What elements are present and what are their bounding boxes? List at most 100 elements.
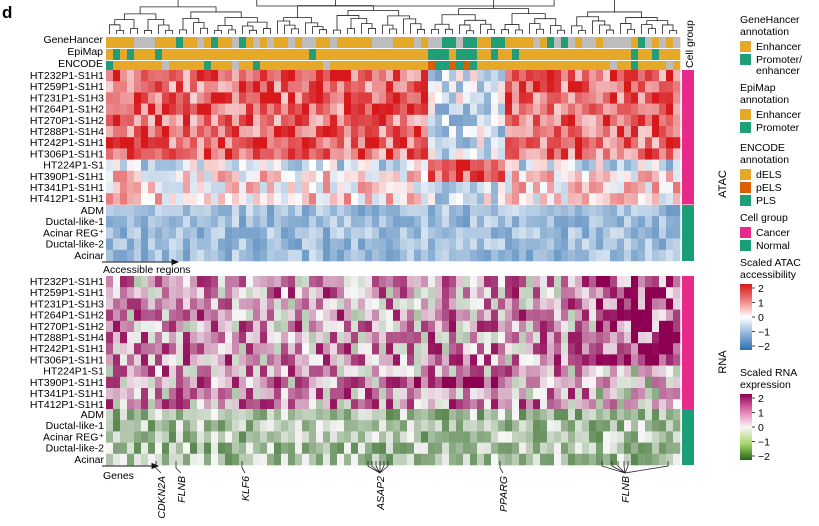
- rna-cell: [106, 287, 114, 299]
- atac-cell: [358, 227, 366, 239]
- atac-cell: [449, 193, 457, 205]
- rna-cell: [323, 420, 331, 432]
- legend-swatch: [740, 240, 751, 251]
- row-label: HT231P1-S1H3: [30, 92, 104, 104]
- rna-cell: [407, 309, 415, 322]
- atac-cell: [659, 238, 667, 251]
- atac-cell: [652, 249, 660, 262]
- atac-cell: [393, 249, 401, 262]
- rna-cell: [267, 420, 275, 432]
- atac-cell: [204, 205, 212, 217]
- rna-cell: [554, 354, 562, 366]
- rna-cell: [428, 409, 436, 421]
- atac-cell: [148, 205, 156, 217]
- rna-cell: [113, 420, 121, 432]
- atac-cell: [659, 114, 667, 127]
- rna-cell: [351, 298, 359, 310]
- rna-cell: [372, 420, 380, 432]
- rna-cell: [421, 332, 429, 344]
- atac-cell: [477, 216, 485, 228]
- rna-cell: [295, 365, 303, 378]
- rna-cell: [204, 354, 212, 366]
- atac-cell: [267, 159, 275, 172]
- rna-cell: [120, 354, 128, 366]
- rna-cell: [400, 309, 408, 322]
- rna-cell: [141, 343, 149, 355]
- annotation-cell: [596, 37, 604, 48]
- rna-cell: [519, 309, 527, 322]
- rna-cell: [638, 388, 646, 400]
- rna-cell: [652, 442, 660, 455]
- atac-cell: [155, 148, 163, 160]
- annotation-cell: [281, 61, 289, 72]
- annotation-cell: [267, 37, 275, 48]
- rna-cell: [463, 365, 471, 378]
- atac-cell: [239, 227, 247, 239]
- rna-cell: [512, 442, 520, 455]
- atac-cell: [386, 238, 394, 251]
- atac-cell: [176, 182, 184, 194]
- atac-cell: [379, 216, 387, 228]
- atac-cell: [281, 92, 289, 104]
- atac-cell: [274, 103, 282, 116]
- atac-cell: [358, 216, 366, 228]
- rna-cell: [379, 409, 387, 421]
- atac-cell: [463, 216, 471, 228]
- rna-cell: [372, 343, 380, 355]
- atac-cell: [624, 170, 632, 183]
- annotation-cell: [267, 61, 275, 72]
- rna-cell: [428, 376, 436, 389]
- rna-cell: [491, 442, 499, 455]
- rna-cell: [239, 365, 247, 378]
- rna-cell: [414, 343, 422, 355]
- atac-cell: [435, 70, 443, 82]
- dendrogram-branch: [515, 29, 523, 34]
- rna-cell: [295, 453, 303, 466]
- rna-cell: [204, 365, 212, 378]
- atac-cell: [442, 92, 450, 104]
- rna-cell: [316, 343, 324, 355]
- atac-cell: [197, 182, 205, 194]
- atac-cell: [449, 137, 457, 149]
- atac-cell: [561, 148, 569, 160]
- annotation-cell: [533, 37, 541, 48]
- atac-cell: [582, 92, 590, 104]
- annotation-cell: [113, 61, 121, 72]
- rna-cell: [232, 309, 240, 322]
- atac-cell: [295, 170, 303, 183]
- rna-cell: [246, 276, 254, 288]
- atac-cell: [421, 137, 429, 149]
- atac-cell: [232, 227, 240, 239]
- atac-cell: [624, 148, 632, 160]
- rna-cell: [155, 276, 163, 288]
- rna-cell: [666, 442, 674, 455]
- atac-cell: [491, 238, 499, 251]
- rna-cell: [309, 420, 317, 432]
- atac-cell: [274, 227, 282, 239]
- rna-cell: [337, 388, 345, 400]
- atac-cell: [302, 170, 310, 183]
- annotation-cell: [337, 49, 345, 60]
- annotation-cell: [218, 37, 226, 48]
- atac-cell: [652, 182, 660, 194]
- atac-cell: [561, 227, 569, 239]
- atac-cell: [323, 114, 331, 127]
- atac-cell: [435, 137, 443, 149]
- atac-cell: [127, 159, 135, 172]
- atac-cell: [295, 137, 303, 149]
- atac-cell: [127, 114, 135, 127]
- rna-cell: [442, 365, 450, 378]
- atac-cell: [274, 216, 282, 228]
- atac-cell: [309, 114, 317, 127]
- atac-cell: [288, 159, 296, 172]
- annotation-cell: [477, 61, 485, 72]
- atac-cell: [568, 103, 576, 116]
- annotation-cell: [169, 49, 177, 60]
- atac-cell: [589, 159, 597, 172]
- rna-cell: [652, 376, 660, 389]
- atac-cell: [533, 216, 541, 228]
- rna-cell: [456, 298, 464, 310]
- atac-cell: [477, 159, 485, 172]
- atac-cell: [540, 238, 548, 251]
- row-label: Ductal-like-1: [46, 420, 105, 432]
